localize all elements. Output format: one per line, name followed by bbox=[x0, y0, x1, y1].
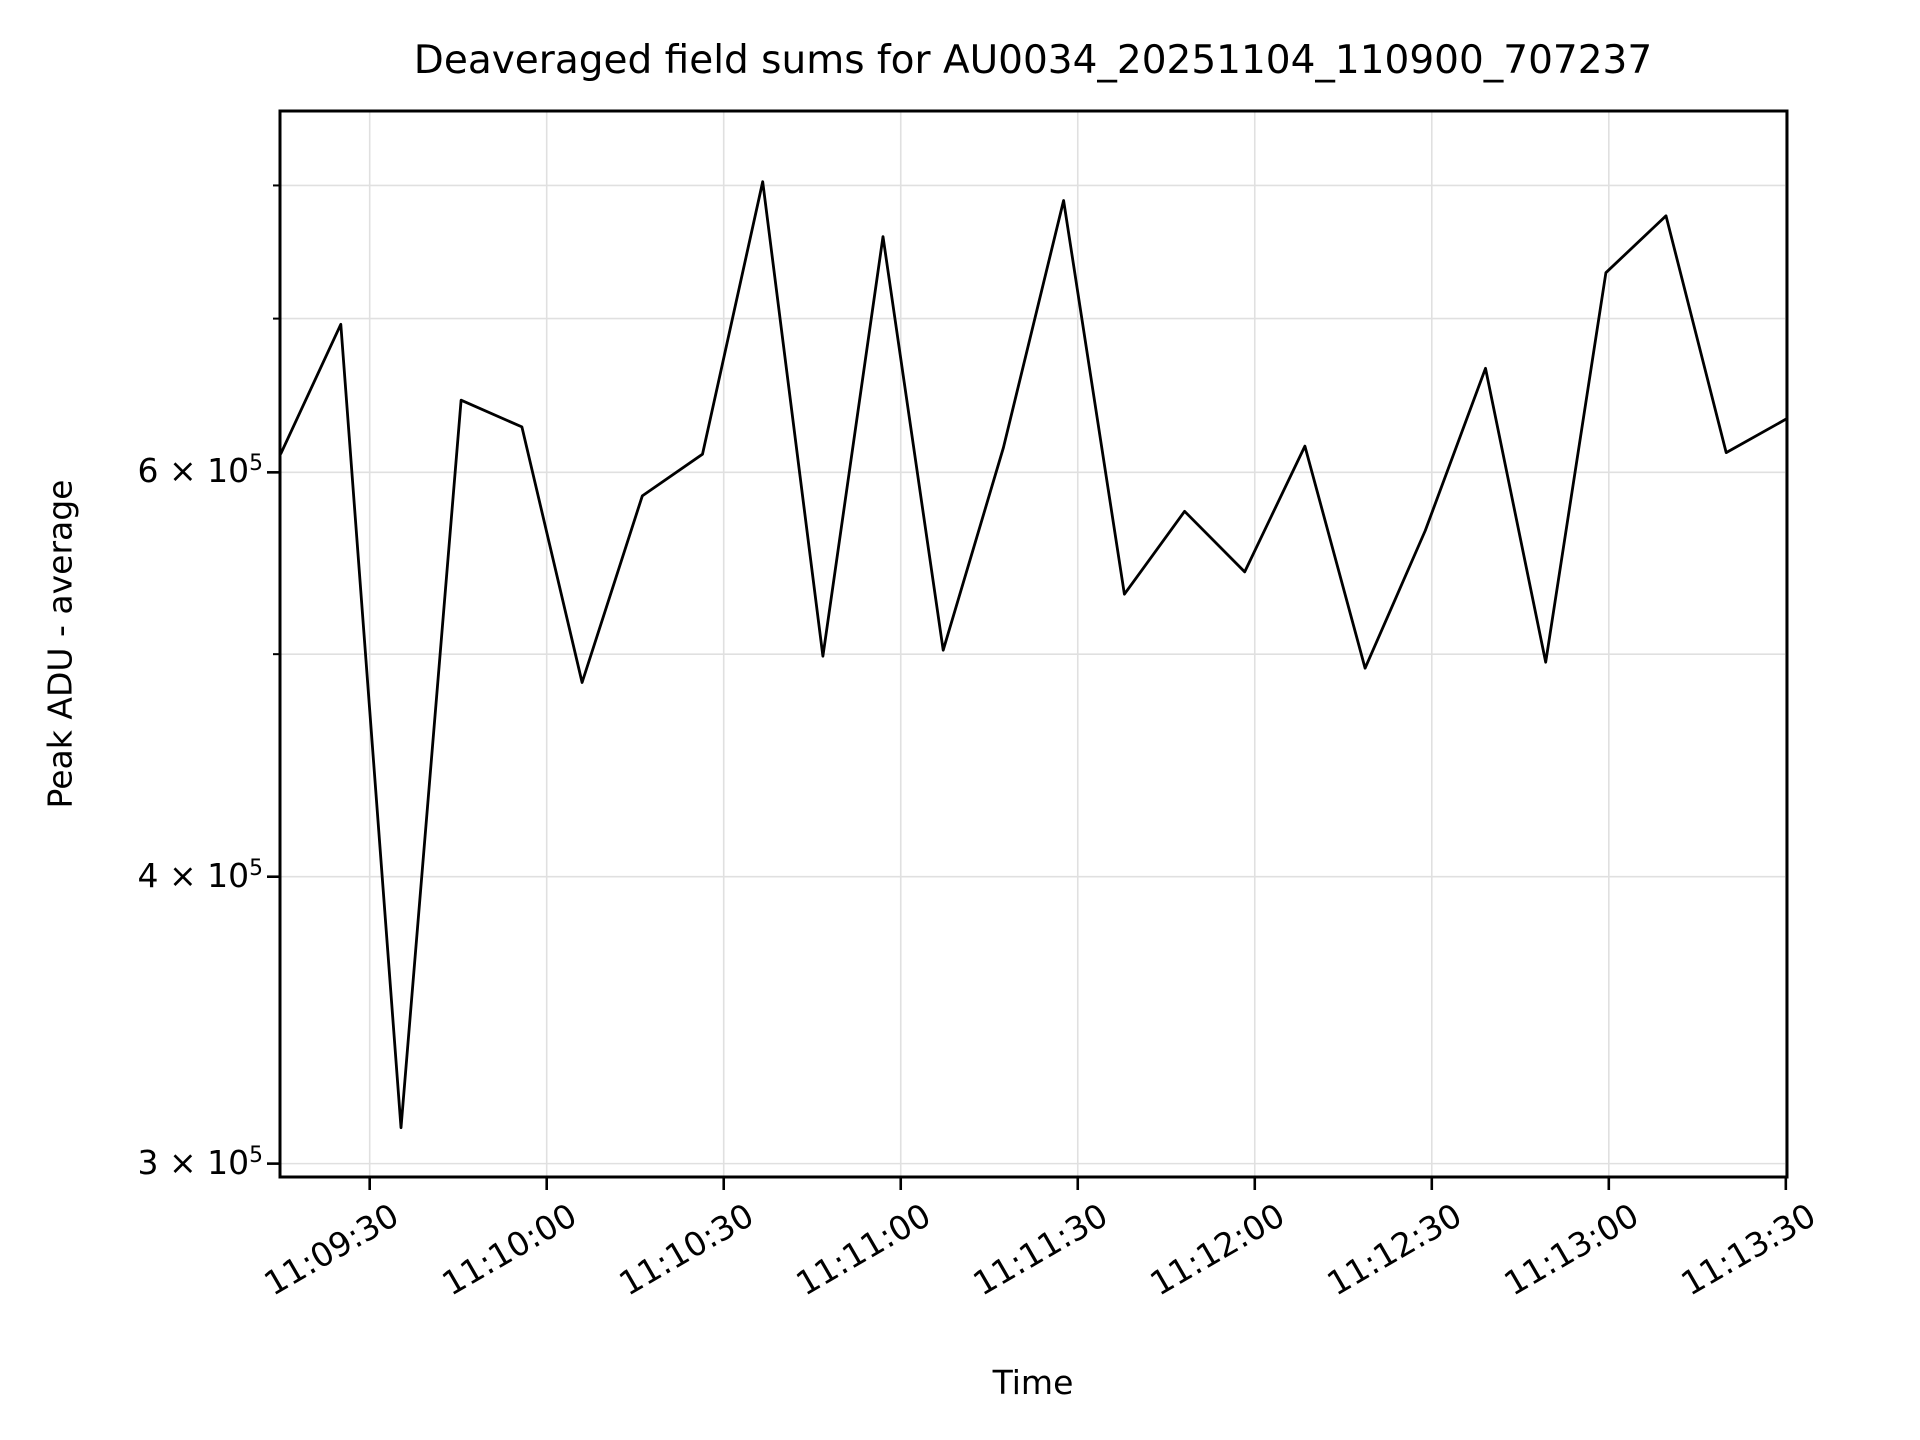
y-tick-label: 4 × 105 bbox=[137, 855, 263, 895]
y-tick-label: 3 × 105 bbox=[137, 1142, 263, 1182]
chart-title: Deaveraged field sums for AU0034_2025110… bbox=[413, 38, 1653, 83]
x-axis-label: Time bbox=[992, 1363, 1074, 1402]
data-line bbox=[279, 180, 1788, 1130]
y-tick-label: 6 × 105 bbox=[137, 451, 263, 491]
axes-spines bbox=[278, 109, 1789, 1179]
